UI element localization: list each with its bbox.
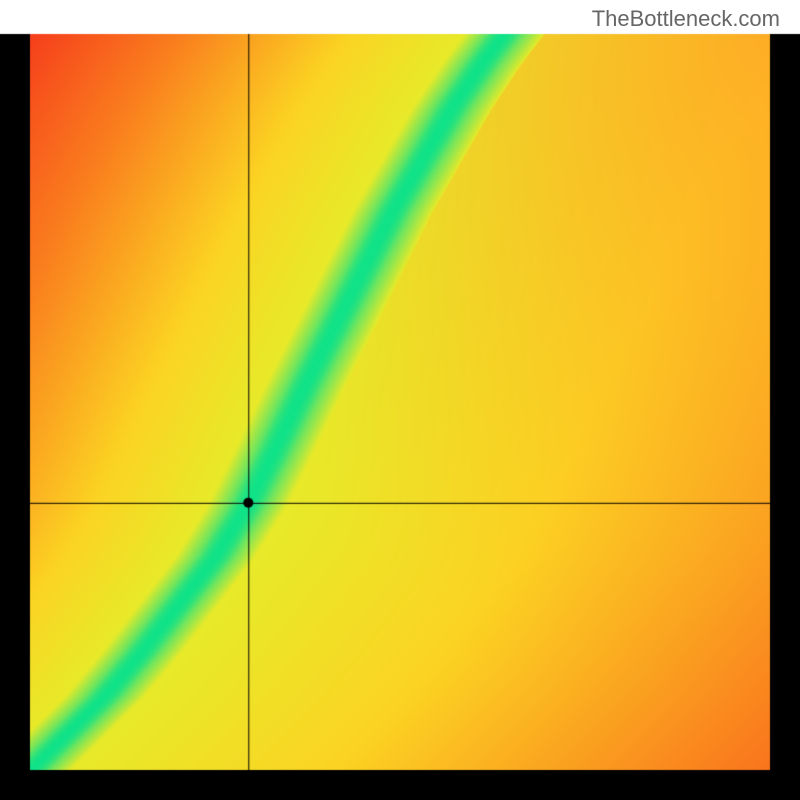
chart-container: TheBottleneck.com: [0, 0, 800, 800]
heatmap-canvas: [0, 0, 800, 800]
watermark-text: TheBottleneck.com: [592, 6, 780, 32]
